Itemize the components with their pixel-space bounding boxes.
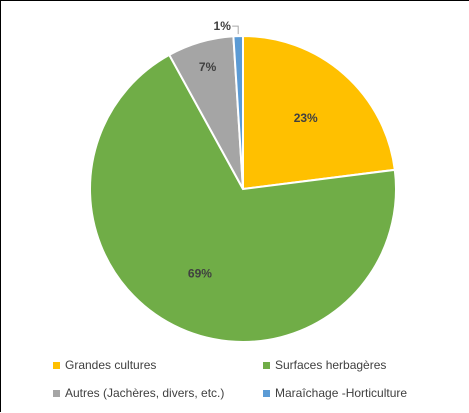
- legend-label-2: Autres (Jachères, divers, etc.): [65, 386, 224, 400]
- legend-swatch-0: [53, 362, 60, 369]
- data-label-1: 69%: [188, 267, 212, 281]
- pie-slice-3: [232, 34, 244, 190]
- legend-swatch-2: [53, 390, 60, 397]
- legend-label-0: Grandes cultures: [65, 358, 156, 372]
- pie-slice-0: [242, 34, 396, 191]
- data-label-0: 23%: [294, 111, 318, 125]
- legend: Grandes cultures Surfaces herbagères Autre…: [53, 358, 407, 400]
- legend-label-1: Surfaces herbagères: [275, 358, 386, 372]
- legend-swatch-1: [263, 362, 270, 369]
- pie-data-labels: 23% 69% 7% 1%: [188, 19, 318, 280]
- legend-swatch-3: [263, 390, 270, 397]
- leader-line: [232, 25, 239, 35]
- pie-slices: [89, 34, 397, 343]
- pie-slice-1: [89, 53, 397, 343]
- data-label-3: 1%: [214, 19, 232, 33]
- legend-label-3: Maraîchage -Horticulture: [275, 386, 407, 400]
- data-label-2: 7%: [199, 60, 217, 74]
